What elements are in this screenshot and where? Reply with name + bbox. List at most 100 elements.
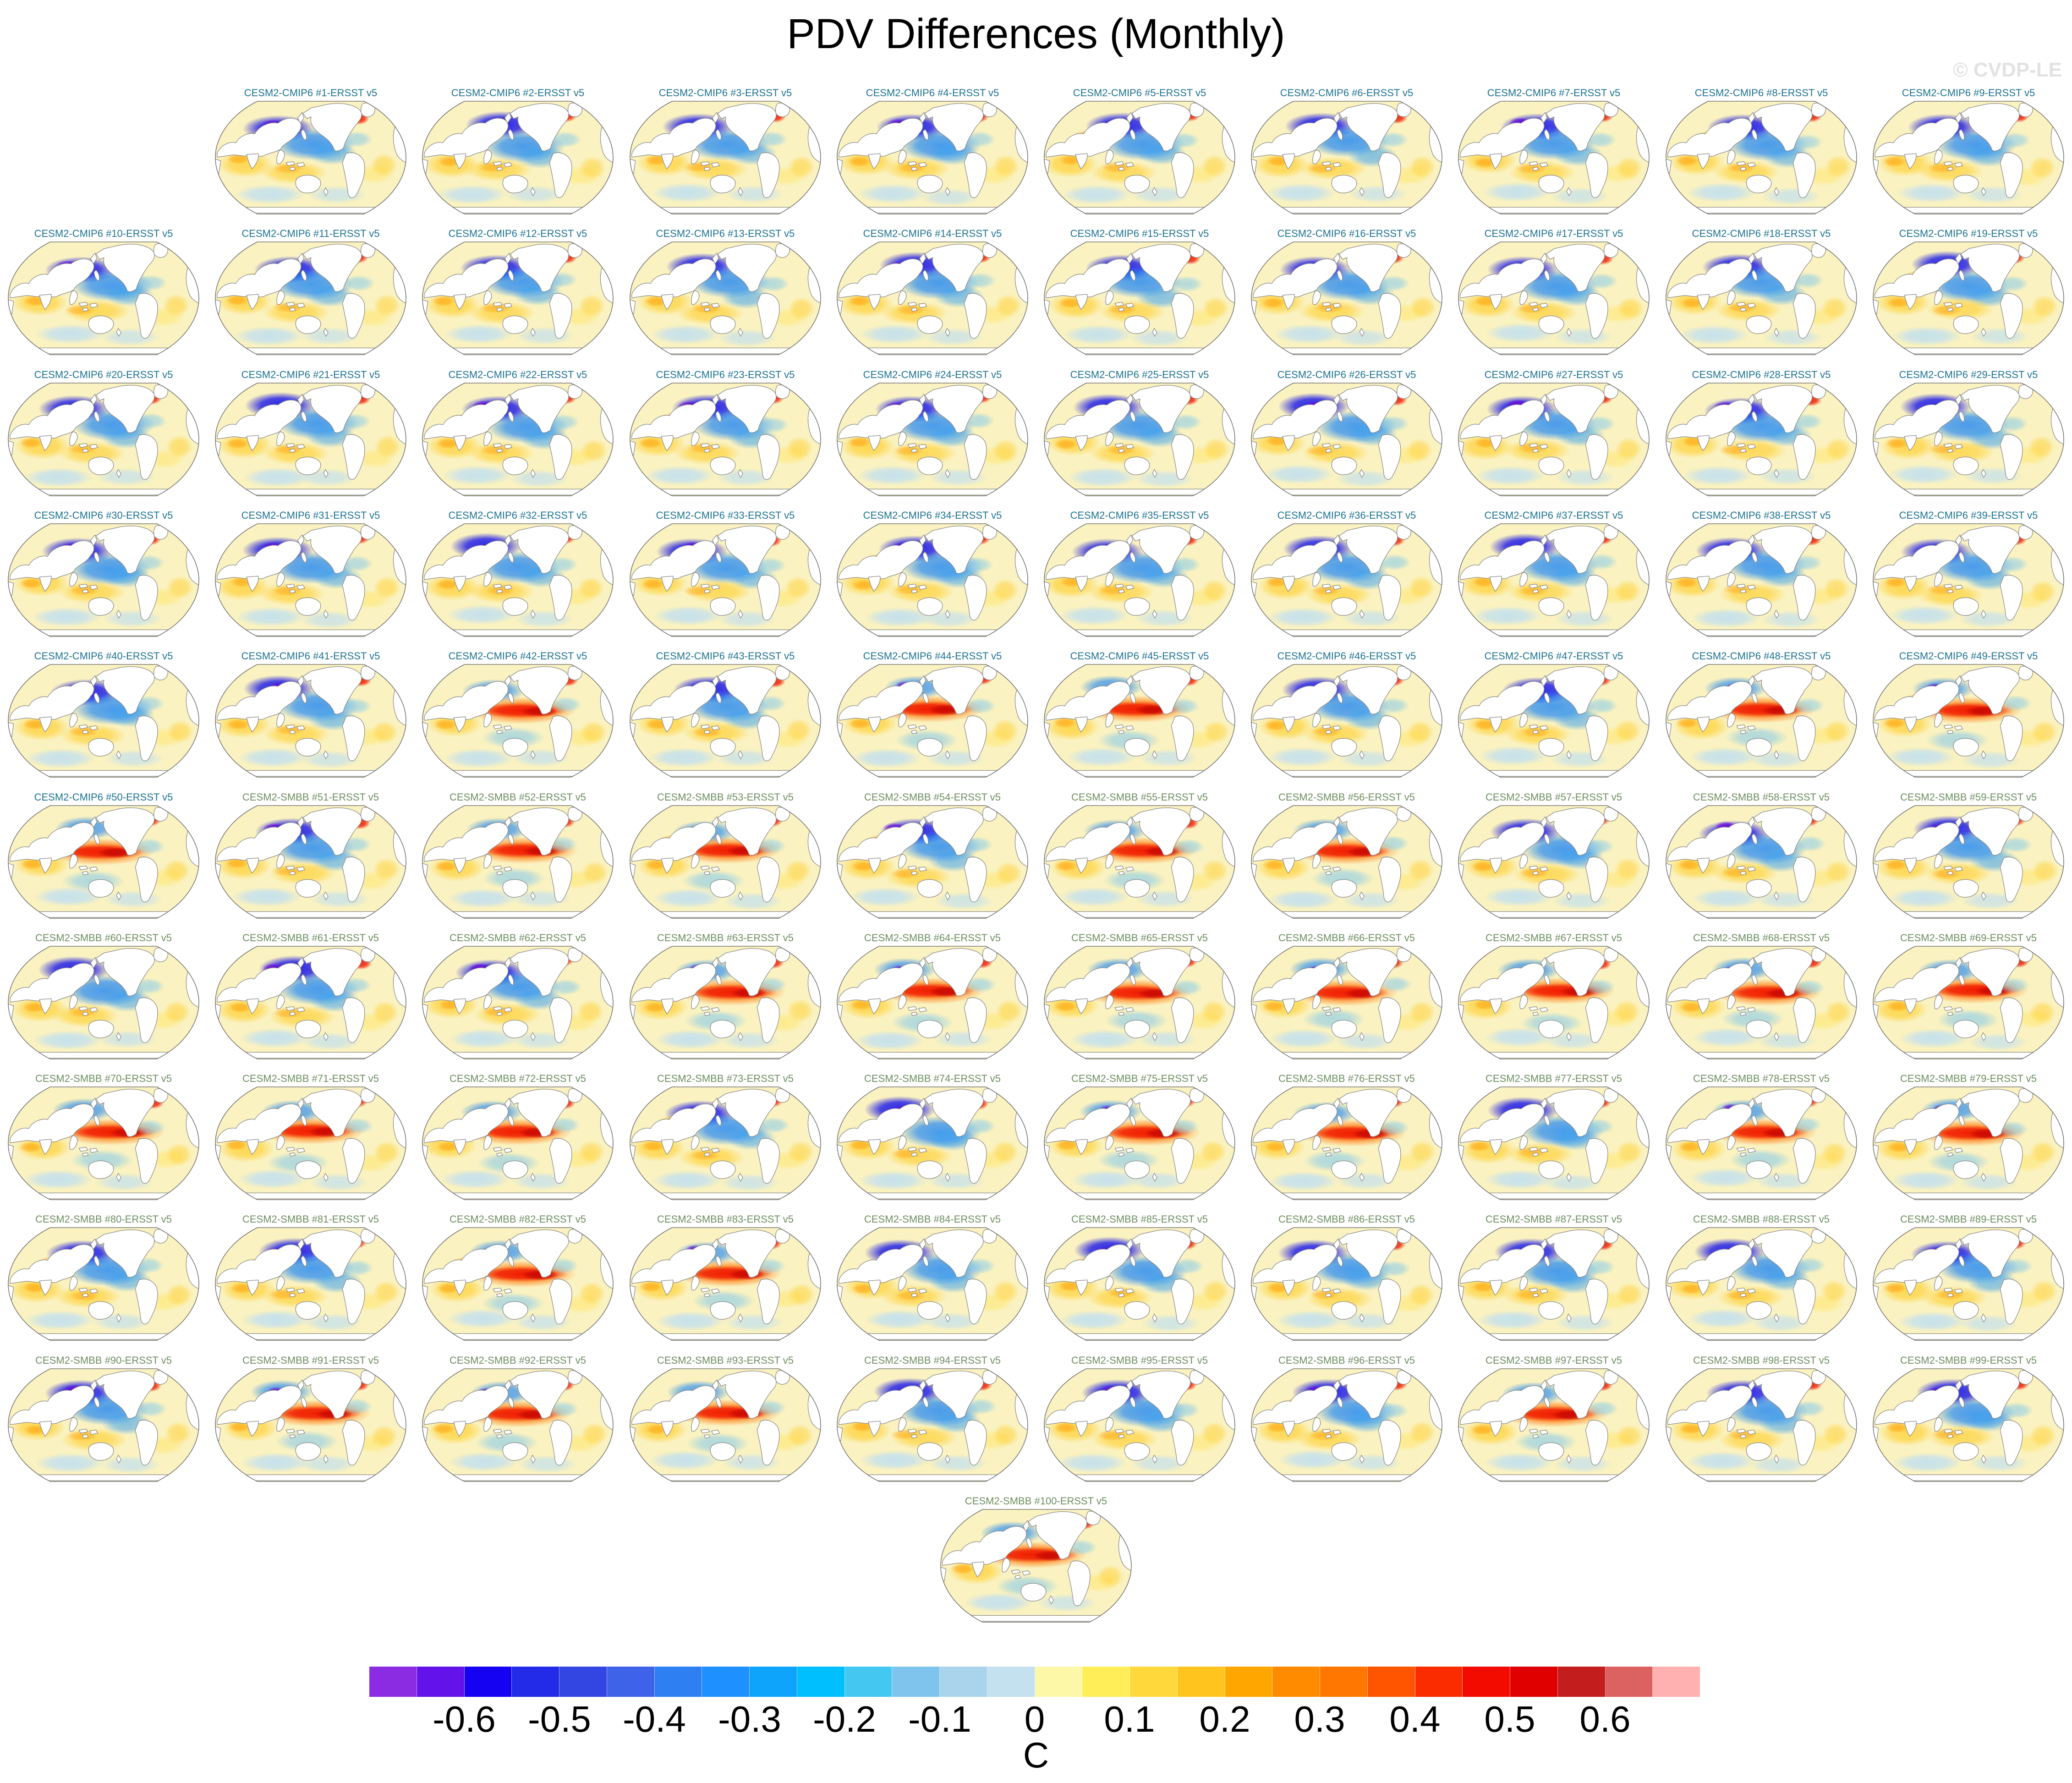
world-map <box>837 101 1028 214</box>
continents <box>630 1088 821 1199</box>
colorbar-tick-label: 0.6 <box>1579 1699 1631 1739</box>
map-panel: CESM2-CMIP6 #4-ERSST v5 <box>829 87 1036 215</box>
map-panel: CESM2-SMBB #59-ERSST v5 <box>1865 791 2072 920</box>
map-panel: CESM2-CMIP6 #13-ERSST v5 <box>622 228 829 356</box>
panel-label: CESM2-CMIP6 #22-ERSST v5 <box>448 369 587 380</box>
panel-label: CESM2-SMBB #71-ERSST v5 <box>242 1073 379 1084</box>
panel-label: CESM2-CMIP6 #50-ERSST v5 <box>34 791 173 803</box>
map-panel: CESM2-SMBB #71-ERSST v5 <box>207 1073 414 1201</box>
panel-label: CESM2-SMBB #67-ERSST v5 <box>1485 932 1622 944</box>
continents <box>837 807 1028 918</box>
world-map <box>630 1086 821 1200</box>
map-panel: CESM2-CMIP6 #8-ERSST v5 <box>1658 87 1865 215</box>
world-map <box>8 1086 199 1200</box>
world-map <box>1458 1086 1650 1200</box>
panel-label: CESM2-SMBB #95-ERSST v5 <box>1071 1355 1208 1366</box>
continents <box>1873 243 2064 354</box>
panel-label: CESM2-CMIP6 #41-ERSST v5 <box>241 650 380 662</box>
map-panel: CESM2-SMBB #84-ERSST v5 <box>829 1213 1036 1342</box>
map-panel: CESM2-SMBB #62-ERSST v5 <box>414 932 621 1060</box>
continents <box>837 384 1028 495</box>
continents <box>8 384 199 495</box>
map-panel: CESM2-SMBB #96-ERSST v5 <box>1243 1355 1450 1483</box>
map-panel: CESM2-CMIP6 #32-ERSST v5 <box>414 510 621 638</box>
colorbar-tick-label: -0.4 <box>623 1699 686 1739</box>
colorbar-swatch <box>464 1667 512 1697</box>
world-map <box>215 1086 406 1200</box>
world-map <box>837 1368 1028 1482</box>
map-panel: CESM2-SMBB #69-ERSST v5 <box>1865 932 2072 1060</box>
world-map <box>422 1227 614 1341</box>
world-map <box>1044 1086 1235 1200</box>
colorbar-swatch <box>1605 1667 1653 1697</box>
world-map <box>837 946 1028 1059</box>
world-map <box>1458 101 1650 214</box>
continents <box>1458 807 1650 918</box>
panel-label: CESM2-SMBB #65-ERSST v5 <box>1071 932 1208 944</box>
map-panel: CESM2-CMIP6 #6-ERSST v5 <box>1243 87 1450 215</box>
panel-label: CESM2-CMIP6 #9-ERSST v5 <box>1902 87 2035 99</box>
map-panel: CESM2-SMBB #61-ERSST v5 <box>207 932 414 1060</box>
panel-label: CESM2-SMBB #73-ERSST v5 <box>657 1073 794 1084</box>
panel-label: CESM2-CMIP6 #32-ERSST v5 <box>448 510 587 521</box>
panel-label: CESM2-SMBB #74-ERSST v5 <box>864 1073 1001 1084</box>
panel-label: CESM2-SMBB #56-ERSST v5 <box>1278 791 1415 803</box>
panel-label: CESM2-SMBB #69-ERSST v5 <box>1900 932 2037 944</box>
world-map <box>1044 101 1235 214</box>
continents <box>215 384 406 495</box>
map-panel: CESM2-SMBB #72-ERSST v5 <box>414 1073 621 1201</box>
world-map <box>215 805 406 919</box>
continents <box>8 525 199 636</box>
panel-label: CESM2-CMIP6 #35-ERSST v5 <box>1070 510 1209 521</box>
world-map <box>1044 946 1235 1059</box>
map-panel: CESM2-CMIP6 #24-ERSST v5 <box>829 369 1036 497</box>
colorbar-swatch <box>1272 1667 1320 1697</box>
map-panel: CESM2-CMIP6 #11-ERSST v5 <box>207 228 414 356</box>
panel-label: CESM2-SMBB #77-ERSST v5 <box>1485 1073 1622 1084</box>
world-map <box>422 523 614 637</box>
continents <box>630 948 821 1059</box>
continents <box>8 666 199 777</box>
world-map <box>422 1368 614 1482</box>
map-panel: CESM2-SMBB #55-ERSST v5 <box>1036 791 1243 920</box>
continents <box>630 384 821 495</box>
continents <box>8 1229 199 1340</box>
continents <box>215 666 406 777</box>
colorbar <box>369 1667 1700 1697</box>
world-map <box>215 664 406 778</box>
world-map <box>1458 946 1650 1059</box>
world-map <box>630 805 821 919</box>
continents <box>1458 243 1650 354</box>
world-map <box>1873 664 2064 778</box>
map-panel: CESM2-CMIP6 #16-ERSST v5 <box>1243 228 1450 356</box>
world-map <box>422 805 614 919</box>
panel-label: CESM2-CMIP6 #25-ERSST v5 <box>1070 369 1209 380</box>
map-panel: CESM2-CMIP6 #17-ERSST v5 <box>1450 228 1657 356</box>
continents <box>837 103 1028 214</box>
colorbar-swatch <box>797 1667 845 1697</box>
world-map <box>837 383 1028 496</box>
continents <box>1666 384 1857 495</box>
panel-label: CESM2-CMIP6 #1-ERSST v5 <box>244 87 378 99</box>
world-map <box>1044 523 1235 637</box>
panel-label: CESM2-CMIP6 #36-ERSST v5 <box>1277 510 1416 521</box>
world-map <box>630 664 821 778</box>
world-map <box>1458 383 1650 496</box>
panel-label: CESM2-CMIP6 #49-ERSST v5 <box>1899 650 2038 662</box>
map-panel: CESM2-CMIP6 #42-ERSST v5 <box>414 650 621 779</box>
map-panel: CESM2-CMIP6 #36-ERSST v5 <box>1243 510 1450 638</box>
panel-label: CESM2-CMIP6 #10-ERSST v5 <box>34 228 173 239</box>
panel-label: CESM2-SMBB #70-ERSST v5 <box>35 1073 172 1084</box>
map-panel: CESM2-SMBB #68-ERSST v5 <box>1658 932 1865 1060</box>
map-panel: CESM2-SMBB #85-ERSST v5 <box>1036 1213 1243 1342</box>
map-panel: CESM2-CMIP6 #47-ERSST v5 <box>1450 650 1657 779</box>
panel-label: CESM2-SMBB #60-ERSST v5 <box>35 932 172 944</box>
colorbar-swatch <box>1557 1667 1606 1697</box>
map-panel: CESM2-CMIP6 #26-ERSST v5 <box>1243 369 1450 497</box>
panel-label: CESM2-CMIP6 #26-ERSST v5 <box>1277 369 1416 380</box>
continents <box>422 1370 614 1481</box>
map-panel: CESM2-CMIP6 #27-ERSST v5 <box>1450 369 1657 497</box>
world-map <box>1251 383 1442 496</box>
world-map <box>215 1368 406 1482</box>
map-panel: CESM2-SMBB #97-ERSST v5 <box>1450 1355 1657 1483</box>
